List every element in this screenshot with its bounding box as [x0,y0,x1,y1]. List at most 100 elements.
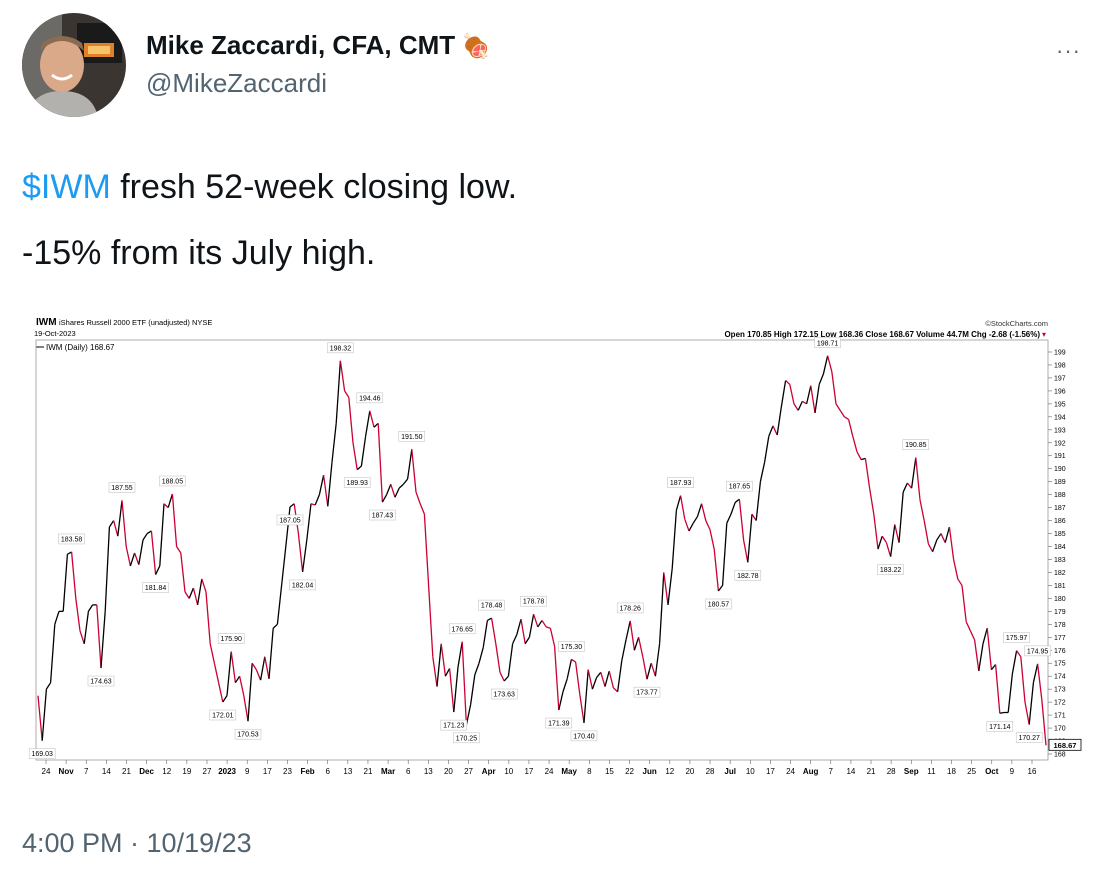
price-segment [910,457,917,489]
price-annotation-box [902,439,930,450]
x-tick-label: 28 [887,767,896,776]
price-segment [121,500,127,547]
price-segment [931,539,938,552]
x-tick-label: 20 [685,767,694,776]
x-tick-label: 17 [766,767,775,776]
price-segment [802,400,807,405]
price-segment [532,614,539,628]
x-tick-label: 7 [84,767,89,776]
y-tick-label: 185 [1054,531,1066,538]
price-segment [768,425,774,437]
price-annotation: 173.63 [493,691,515,698]
price-segment [322,475,329,507]
price-segment [948,526,955,560]
author-name[interactable]: Mike Zaccardi, CFA, CMT 🍖 [146,30,491,61]
price-annotation: 174.63 [90,679,112,686]
price-segment [839,410,845,418]
price-segment [176,546,182,554]
last-price-label: 168.67 [1048,738,1082,751]
x-tick-label: 6 [325,767,330,776]
price-annotation-box [490,688,518,700]
price-annotation-box [616,602,644,614]
x-tick-label: 24 [42,767,51,776]
price-segment [222,695,228,703]
price-segment [453,667,459,713]
price-segment [427,585,434,657]
price-segment [369,410,375,428]
price-segment [637,637,644,657]
price-segment [138,539,144,565]
price-segment [717,585,724,592]
price-segment [965,621,971,632]
price-segment [398,483,404,489]
x-tick-label: Aug [803,767,819,776]
x-tick-label: 16 [1028,767,1037,776]
price-annotation: 175.30 [561,644,583,651]
price-annotation-box [667,477,694,488]
price-segment [902,482,908,493]
y-tick-label: 180 [1054,596,1066,603]
avatar-image [22,13,126,117]
x-tick-label: 12 [162,767,171,776]
price-segment [432,656,438,687]
price-annotation: 187.93 [670,480,692,487]
x-tick-label: 10 [504,767,513,776]
price-segment [646,663,652,680]
y-tick-label: 175 [1054,661,1066,668]
price-segment [915,457,921,500]
price-annotation-box [108,482,136,493]
price-segment [163,503,169,509]
meat-emoji-icon: 🍖 [461,33,492,60]
price-annotation-box [142,582,169,593]
price-segment [986,628,993,670]
price-segment [188,587,195,599]
x-tick-label: 12 [665,767,674,776]
price-segment [226,651,232,696]
price-segment [436,643,442,687]
price-segment [969,630,976,641]
more-options-icon[interactable]: ··· [1056,38,1081,63]
price-annotation: 178.78 [523,599,545,606]
price-segment [990,664,997,671]
price-segment [100,611,106,669]
price-segment [247,663,253,722]
avatar[interactable] [22,13,126,117]
price-segment [155,565,161,575]
price-segment [973,639,980,672]
author-handle[interactable]: @MikeZaccardi [146,68,327,98]
price-segment [104,527,111,612]
y-tick-label: 188 [1054,492,1066,499]
price-segment [129,552,136,567]
price-segment [289,503,295,508]
cashtag-link[interactable]: $IWM [22,168,111,206]
y-tick-label: 178 [1054,622,1066,629]
price-segment [520,619,526,644]
price-segment [310,503,316,506]
price-segment [738,499,745,541]
price-segment [936,533,942,541]
price-annotation-box [58,533,85,545]
price-segment [831,371,837,404]
price-segment [797,401,803,411]
price-segment [713,549,720,592]
x-tick-label: Feb [300,767,314,776]
x-tick-label: 6 [406,767,411,776]
price-segment [419,503,426,515]
x-tick-label: 15 [605,767,614,776]
price-segment [861,457,866,461]
price-segment [259,656,266,681]
price-segment [344,390,350,398]
price-annotation-box [356,392,384,404]
price-annotation: 178.48 [481,603,503,610]
price-annotation: 170.25 [456,735,478,742]
price-annotation-box [814,337,841,349]
chart-image[interactable]: IWM iShares Russell 2000 ETF (unadjusted… [22,312,1082,784]
tweet-timestamp[interactable]: 4:00 PM · 10/19/23 [22,828,252,858]
price-segment [37,695,43,741]
x-tick-label: May [561,767,577,776]
price-segment [469,674,476,705]
price-segment [70,551,77,599]
price-segment [348,397,354,443]
price-segment [978,643,984,672]
price-segment [868,488,875,515]
